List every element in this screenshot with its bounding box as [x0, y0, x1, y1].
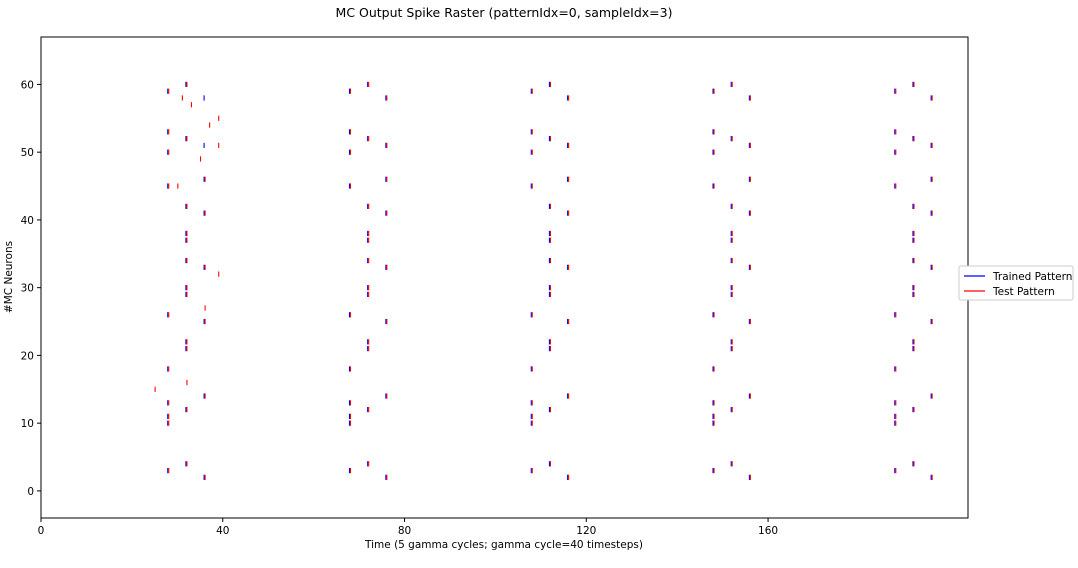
legend: Trained Pattern Test Pattern — [958, 265, 1074, 301]
x-tick-label: 120 — [576, 525, 596, 537]
plot-frame — [40, 36, 969, 519]
y-tick-label: 40 — [21, 215, 34, 227]
legend-box — [958, 265, 1074, 301]
y-tick-label: 30 — [21, 283, 34, 295]
x-tick-label: 160 — [758, 525, 778, 537]
y-tick-label: 10 — [21, 418, 34, 430]
x-tick-label: 80 — [398, 525, 411, 537]
y-tick-label: 50 — [21, 147, 34, 159]
y-tick-label: 60 — [21, 79, 34, 91]
y-axis-label: #MC Neurons — [3, 241, 15, 313]
y-tick-label: 0 — [27, 486, 34, 498]
chart-title: MC Output Spike Raster (patternIdx=0, sa… — [336, 5, 673, 20]
x-axis-label: Time (5 gamma cycles; gamma cycle=40 tim… — [364, 539, 643, 551]
x-tick-label: 40 — [216, 525, 229, 537]
axis-ticks: 0 40 80 120 160 0 10 20 30 40 50 60 — [21, 79, 778, 537]
y-tick-label: 20 — [21, 350, 34, 362]
legend-label-test: Test Pattern — [992, 286, 1055, 298]
spike-marks — [154, 81, 933, 480]
x-tick-label: 0 — [38, 525, 45, 537]
legend-label-trained: Trained Pattern — [992, 271, 1072, 283]
